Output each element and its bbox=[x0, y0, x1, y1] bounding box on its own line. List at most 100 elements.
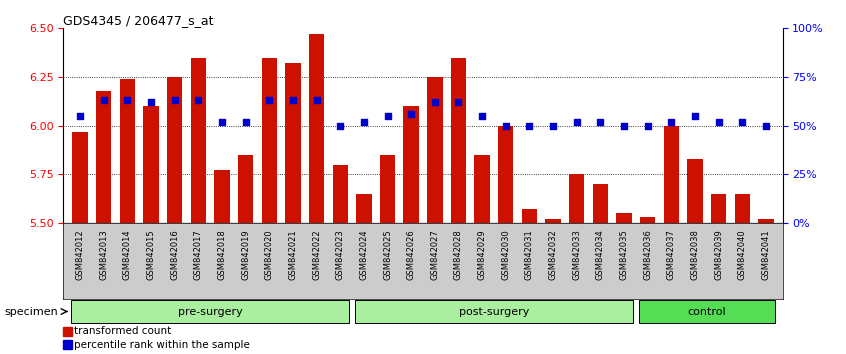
Point bbox=[144, 99, 157, 105]
Bar bbox=[593, 184, 608, 223]
Bar bbox=[214, 171, 229, 223]
Text: GSM842023: GSM842023 bbox=[336, 229, 344, 280]
Bar bbox=[663, 126, 679, 223]
Bar bbox=[71, 300, 349, 323]
Text: GSM842015: GSM842015 bbox=[146, 229, 156, 280]
Point bbox=[618, 123, 631, 129]
Text: GSM842041: GSM842041 bbox=[761, 229, 771, 280]
Text: GSM842030: GSM842030 bbox=[502, 229, 510, 280]
Text: GSM842016: GSM842016 bbox=[170, 229, 179, 280]
Point bbox=[712, 119, 726, 125]
Bar bbox=[261, 58, 277, 223]
Bar bbox=[356, 194, 371, 223]
Text: specimen: specimen bbox=[4, 307, 58, 316]
Point bbox=[120, 97, 134, 103]
Text: GSM842028: GSM842028 bbox=[454, 229, 463, 280]
Text: GSM842031: GSM842031 bbox=[525, 229, 534, 280]
Point bbox=[641, 123, 655, 129]
Point bbox=[97, 97, 111, 103]
Bar bbox=[734, 194, 750, 223]
Point bbox=[570, 119, 584, 125]
Bar bbox=[640, 217, 656, 223]
Text: GSM842019: GSM842019 bbox=[241, 229, 250, 280]
Bar bbox=[309, 34, 324, 223]
Bar bbox=[475, 155, 490, 223]
Text: GSM842040: GSM842040 bbox=[738, 229, 747, 280]
Bar bbox=[238, 155, 253, 223]
Text: GSM842017: GSM842017 bbox=[194, 229, 203, 280]
Bar bbox=[355, 300, 633, 323]
Text: GSM842033: GSM842033 bbox=[572, 229, 581, 280]
Point bbox=[333, 123, 347, 129]
Bar bbox=[569, 174, 585, 223]
Text: GSM842014: GSM842014 bbox=[123, 229, 132, 280]
Point bbox=[594, 119, 607, 125]
Point bbox=[357, 119, 371, 125]
Bar bbox=[687, 159, 703, 223]
Point bbox=[215, 119, 228, 125]
Text: post-surgery: post-surgery bbox=[459, 307, 529, 316]
Bar bbox=[522, 209, 537, 223]
Point bbox=[523, 123, 536, 129]
Text: control: control bbox=[688, 307, 726, 316]
Point bbox=[262, 97, 276, 103]
Text: GSM842029: GSM842029 bbox=[478, 229, 486, 280]
Bar bbox=[427, 77, 442, 223]
Text: GSM842025: GSM842025 bbox=[383, 229, 392, 280]
Bar bbox=[63, 326, 73, 336]
Point bbox=[168, 97, 181, 103]
Text: pre-surgery: pre-surgery bbox=[178, 307, 243, 316]
Point bbox=[310, 97, 323, 103]
Point bbox=[475, 113, 489, 119]
Text: GSM842018: GSM842018 bbox=[217, 229, 227, 280]
Point bbox=[239, 119, 252, 125]
Point bbox=[404, 111, 418, 117]
Bar bbox=[119, 79, 135, 223]
Text: GSM842032: GSM842032 bbox=[548, 229, 558, 280]
Text: GSM842037: GSM842037 bbox=[667, 229, 676, 280]
Bar bbox=[96, 91, 112, 223]
Text: GSM842024: GSM842024 bbox=[360, 229, 368, 280]
Text: GSM842039: GSM842039 bbox=[714, 229, 723, 280]
Text: GSM842020: GSM842020 bbox=[265, 229, 274, 280]
Bar bbox=[190, 58, 206, 223]
Bar bbox=[451, 58, 466, 223]
Point bbox=[452, 99, 465, 105]
Point bbox=[499, 123, 513, 129]
Point bbox=[547, 123, 560, 129]
Point bbox=[428, 99, 442, 105]
Bar bbox=[711, 194, 727, 223]
Bar bbox=[617, 213, 632, 223]
Text: GSM842022: GSM842022 bbox=[312, 229, 321, 280]
Text: GSM842027: GSM842027 bbox=[431, 229, 439, 280]
Bar bbox=[498, 126, 514, 223]
Text: GSM842036: GSM842036 bbox=[643, 229, 652, 280]
Text: GSM842026: GSM842026 bbox=[407, 229, 415, 280]
Text: GSM842035: GSM842035 bbox=[619, 229, 629, 280]
Bar bbox=[546, 219, 561, 223]
Bar bbox=[332, 165, 348, 223]
Text: percentile rank within the sample: percentile rank within the sample bbox=[74, 339, 250, 350]
Point bbox=[689, 113, 702, 119]
Text: GSM842021: GSM842021 bbox=[288, 229, 298, 280]
Point bbox=[74, 113, 87, 119]
Point bbox=[759, 123, 772, 129]
Bar bbox=[758, 219, 774, 223]
Bar bbox=[404, 106, 419, 223]
Point bbox=[665, 119, 678, 125]
Text: GSM842013: GSM842013 bbox=[99, 229, 108, 280]
Bar bbox=[380, 155, 395, 223]
Point bbox=[735, 119, 749, 125]
Text: GDS4345 / 206477_s_at: GDS4345 / 206477_s_at bbox=[63, 14, 214, 27]
Bar bbox=[167, 77, 183, 223]
Text: GSM842012: GSM842012 bbox=[75, 229, 85, 280]
Text: GSM842038: GSM842038 bbox=[690, 229, 700, 280]
Point bbox=[191, 97, 205, 103]
Bar bbox=[143, 106, 159, 223]
Bar bbox=[72, 132, 88, 223]
Bar bbox=[639, 300, 775, 323]
Bar bbox=[285, 63, 300, 223]
Text: transformed count: transformed count bbox=[74, 326, 172, 336]
Text: GSM842034: GSM842034 bbox=[596, 229, 605, 280]
Bar bbox=[63, 340, 73, 349]
